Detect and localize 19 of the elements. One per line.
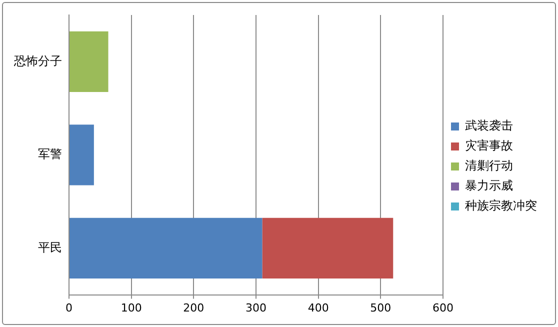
- y-tick-label: 军警: [38, 147, 62, 162]
- x-tick-label: 100: [120, 301, 142, 314]
- x-tick-label: 400: [308, 301, 329, 314]
- bar: [70, 218, 262, 278]
- legend-label: 清剿行动: [465, 158, 513, 173]
- y-tick-label: 恐怖分子: [13, 54, 62, 68]
- y-tick-label: 平民: [38, 240, 62, 254]
- bar: [70, 124, 94, 186]
- legend-label: 灾害事故: [465, 138, 513, 153]
- bar: [70, 31, 108, 92]
- x-tick-label: 600: [432, 301, 454, 314]
- legend-label: 种族宗教冲突: [465, 198, 537, 213]
- legend-label: 武装袭击: [465, 118, 513, 133]
- x-tick-label: 200: [183, 301, 204, 314]
- x-tick-label: 500: [370, 301, 392, 314]
- x-tick-label: 300: [246, 301, 266, 314]
- legend-label: 暴力示威: [465, 178, 513, 193]
- bar: [262, 218, 394, 278]
- x-tick-label: 0: [66, 301, 72, 314]
